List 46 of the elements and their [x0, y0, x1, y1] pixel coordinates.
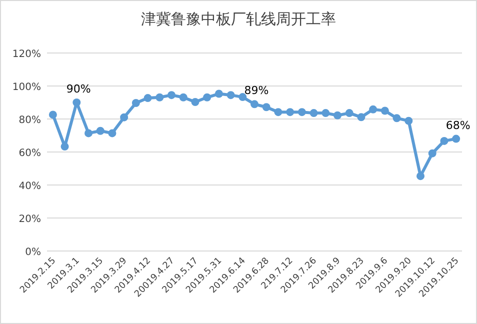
- point: [108, 129, 116, 138]
- point: [168, 91, 176, 100]
- point: [440, 136, 448, 145]
- point: [298, 108, 306, 116]
- point: [345, 109, 354, 118]
- point: [334, 111, 342, 120]
- point: [452, 134, 460, 143]
- point: [310, 109, 318, 118]
- y-tick-label: 40%: [18, 181, 41, 192]
- point: [274, 108, 282, 116]
- point: [404, 116, 413, 125]
- point: [156, 93, 164, 102]
- y-tick-label: 80%: [18, 115, 41, 126]
- y-tick-label: 20%: [18, 214, 41, 225]
- point: [380, 106, 389, 115]
- y-tick-label: 120%: [12, 49, 41, 60]
- point: [392, 114, 401, 122]
- point: [357, 113, 366, 122]
- point: [84, 129, 92, 138]
- point: [96, 126, 104, 135]
- point: [428, 149, 436, 158]
- point: [416, 172, 424, 180]
- data-label: 89%: [244, 84, 269, 98]
- point: [120, 113, 128, 122]
- point: [250, 100, 258, 108]
- point: [238, 93, 247, 102]
- point: [72, 98, 81, 106]
- point: [226, 91, 235, 100]
- point: [322, 109, 330, 118]
- y-tick-label: 0%: [25, 247, 41, 258]
- y-tick-label: 60%: [18, 148, 41, 159]
- point: [144, 94, 152, 102]
- point: [214, 90, 223, 98]
- chart-title: 津冀鲁豫中板厂轧线周开工率: [141, 10, 336, 28]
- point: [203, 93, 212, 102]
- y-tick-label: 100%: [12, 82, 41, 93]
- point: [48, 110, 57, 119]
- point: [132, 98, 140, 107]
- point: [286, 108, 294, 116]
- point: [369, 105, 378, 114]
- point: [179, 93, 188, 102]
- point: [60, 142, 69, 151]
- point: [262, 103, 270, 112]
- data-label: 90%: [66, 82, 91, 96]
- data-label: 68%: [446, 118, 470, 132]
- point: [191, 98, 200, 106]
